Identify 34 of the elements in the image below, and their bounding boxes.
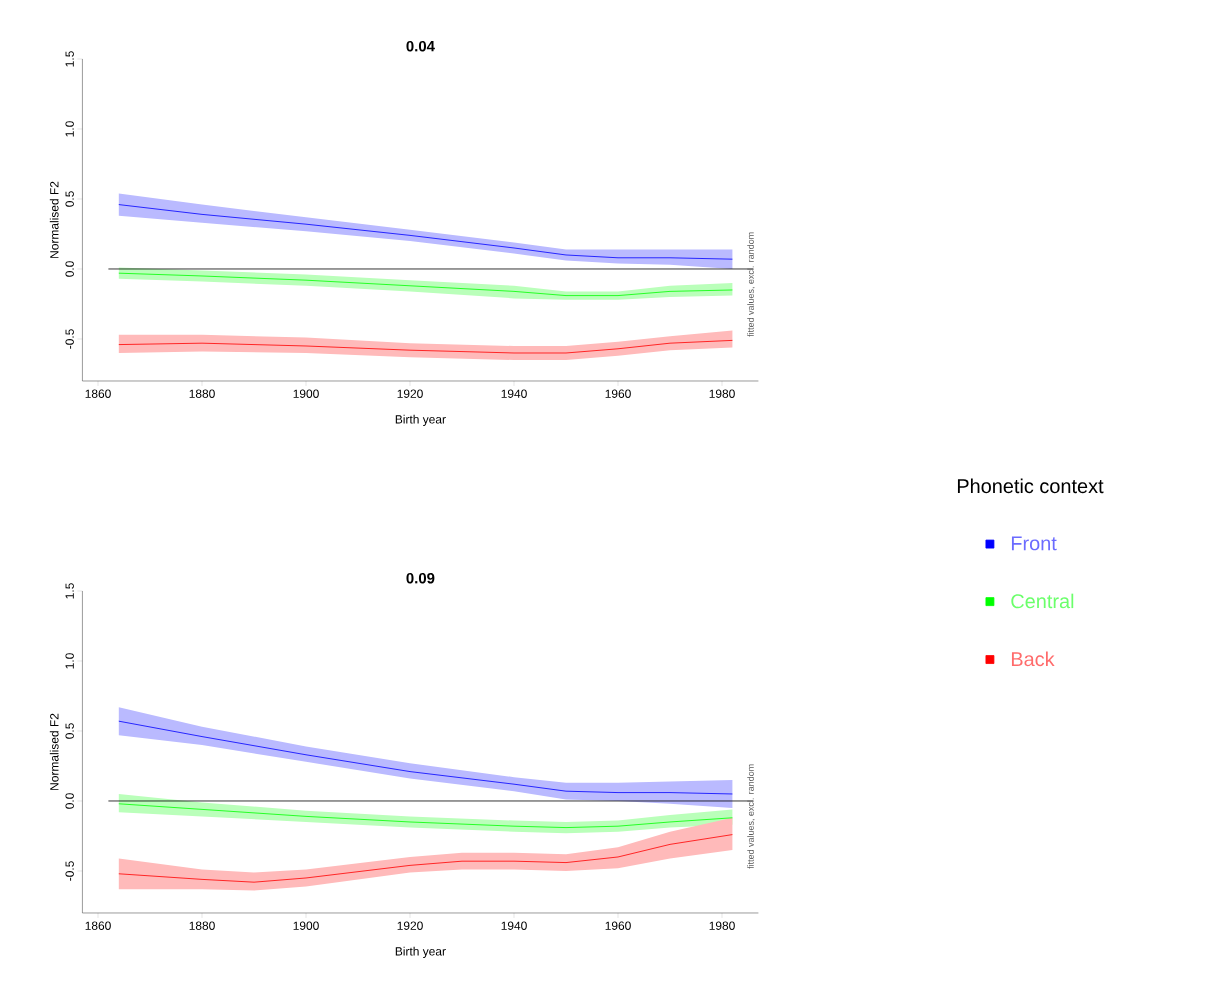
- y-tick-label: -0.5: [65, 861, 74, 881]
- x-tick-label: 1940: [501, 921, 527, 930]
- y-axis-title: Normalised F2: [49, 713, 59, 790]
- y-tick-label: -0.5: [65, 329, 74, 349]
- x-tick-label: 1980: [709, 921, 735, 930]
- x-axis-title: Birth year: [395, 414, 446, 426]
- x-tick-label: 1880: [189, 921, 215, 930]
- x-tick-label: 1860: [85, 389, 111, 398]
- x-tick-label: 1900: [293, 389, 319, 398]
- y-tick-label: 0.5: [65, 723, 74, 739]
- chart-title: 0.09: [406, 572, 435, 584]
- x-tick-label: 1880: [189, 389, 215, 398]
- x-tick-label: 1940: [501, 389, 527, 398]
- y-tick-label: 1.0: [65, 121, 74, 137]
- x-tick-label: 1860: [85, 921, 111, 930]
- y-tick-label: 1.5: [65, 51, 74, 67]
- y-tick-label: 0.5: [65, 191, 74, 207]
- chart-title: 0.04: [406, 40, 435, 52]
- legend-title: Phonetic context: [957, 478, 1104, 494]
- x-axis-title: Birth year: [395, 946, 446, 958]
- y-tick-label: 1.5: [65, 583, 74, 599]
- x-tick-label: 1960: [605, 921, 631, 930]
- y-axis-title: Normalised F2: [49, 181, 59, 258]
- x-tick-label: 1920: [397, 921, 423, 930]
- legend-label: Front: [1011, 536, 1057, 551]
- x-tick-label: 1920: [397, 389, 423, 398]
- y-tick-label: 0.0: [65, 793, 74, 809]
- legend-label: Back: [1011, 651, 1055, 667]
- legend-label: Central: [1011, 593, 1074, 609]
- y-tick-label: 0.0: [65, 261, 74, 277]
- x-tick-label: 1900: [293, 921, 319, 930]
- x-tick-label: 1980: [709, 389, 735, 398]
- y-tick-label: 1.0: [65, 653, 74, 669]
- x-tick-label: 1960: [605, 389, 631, 398]
